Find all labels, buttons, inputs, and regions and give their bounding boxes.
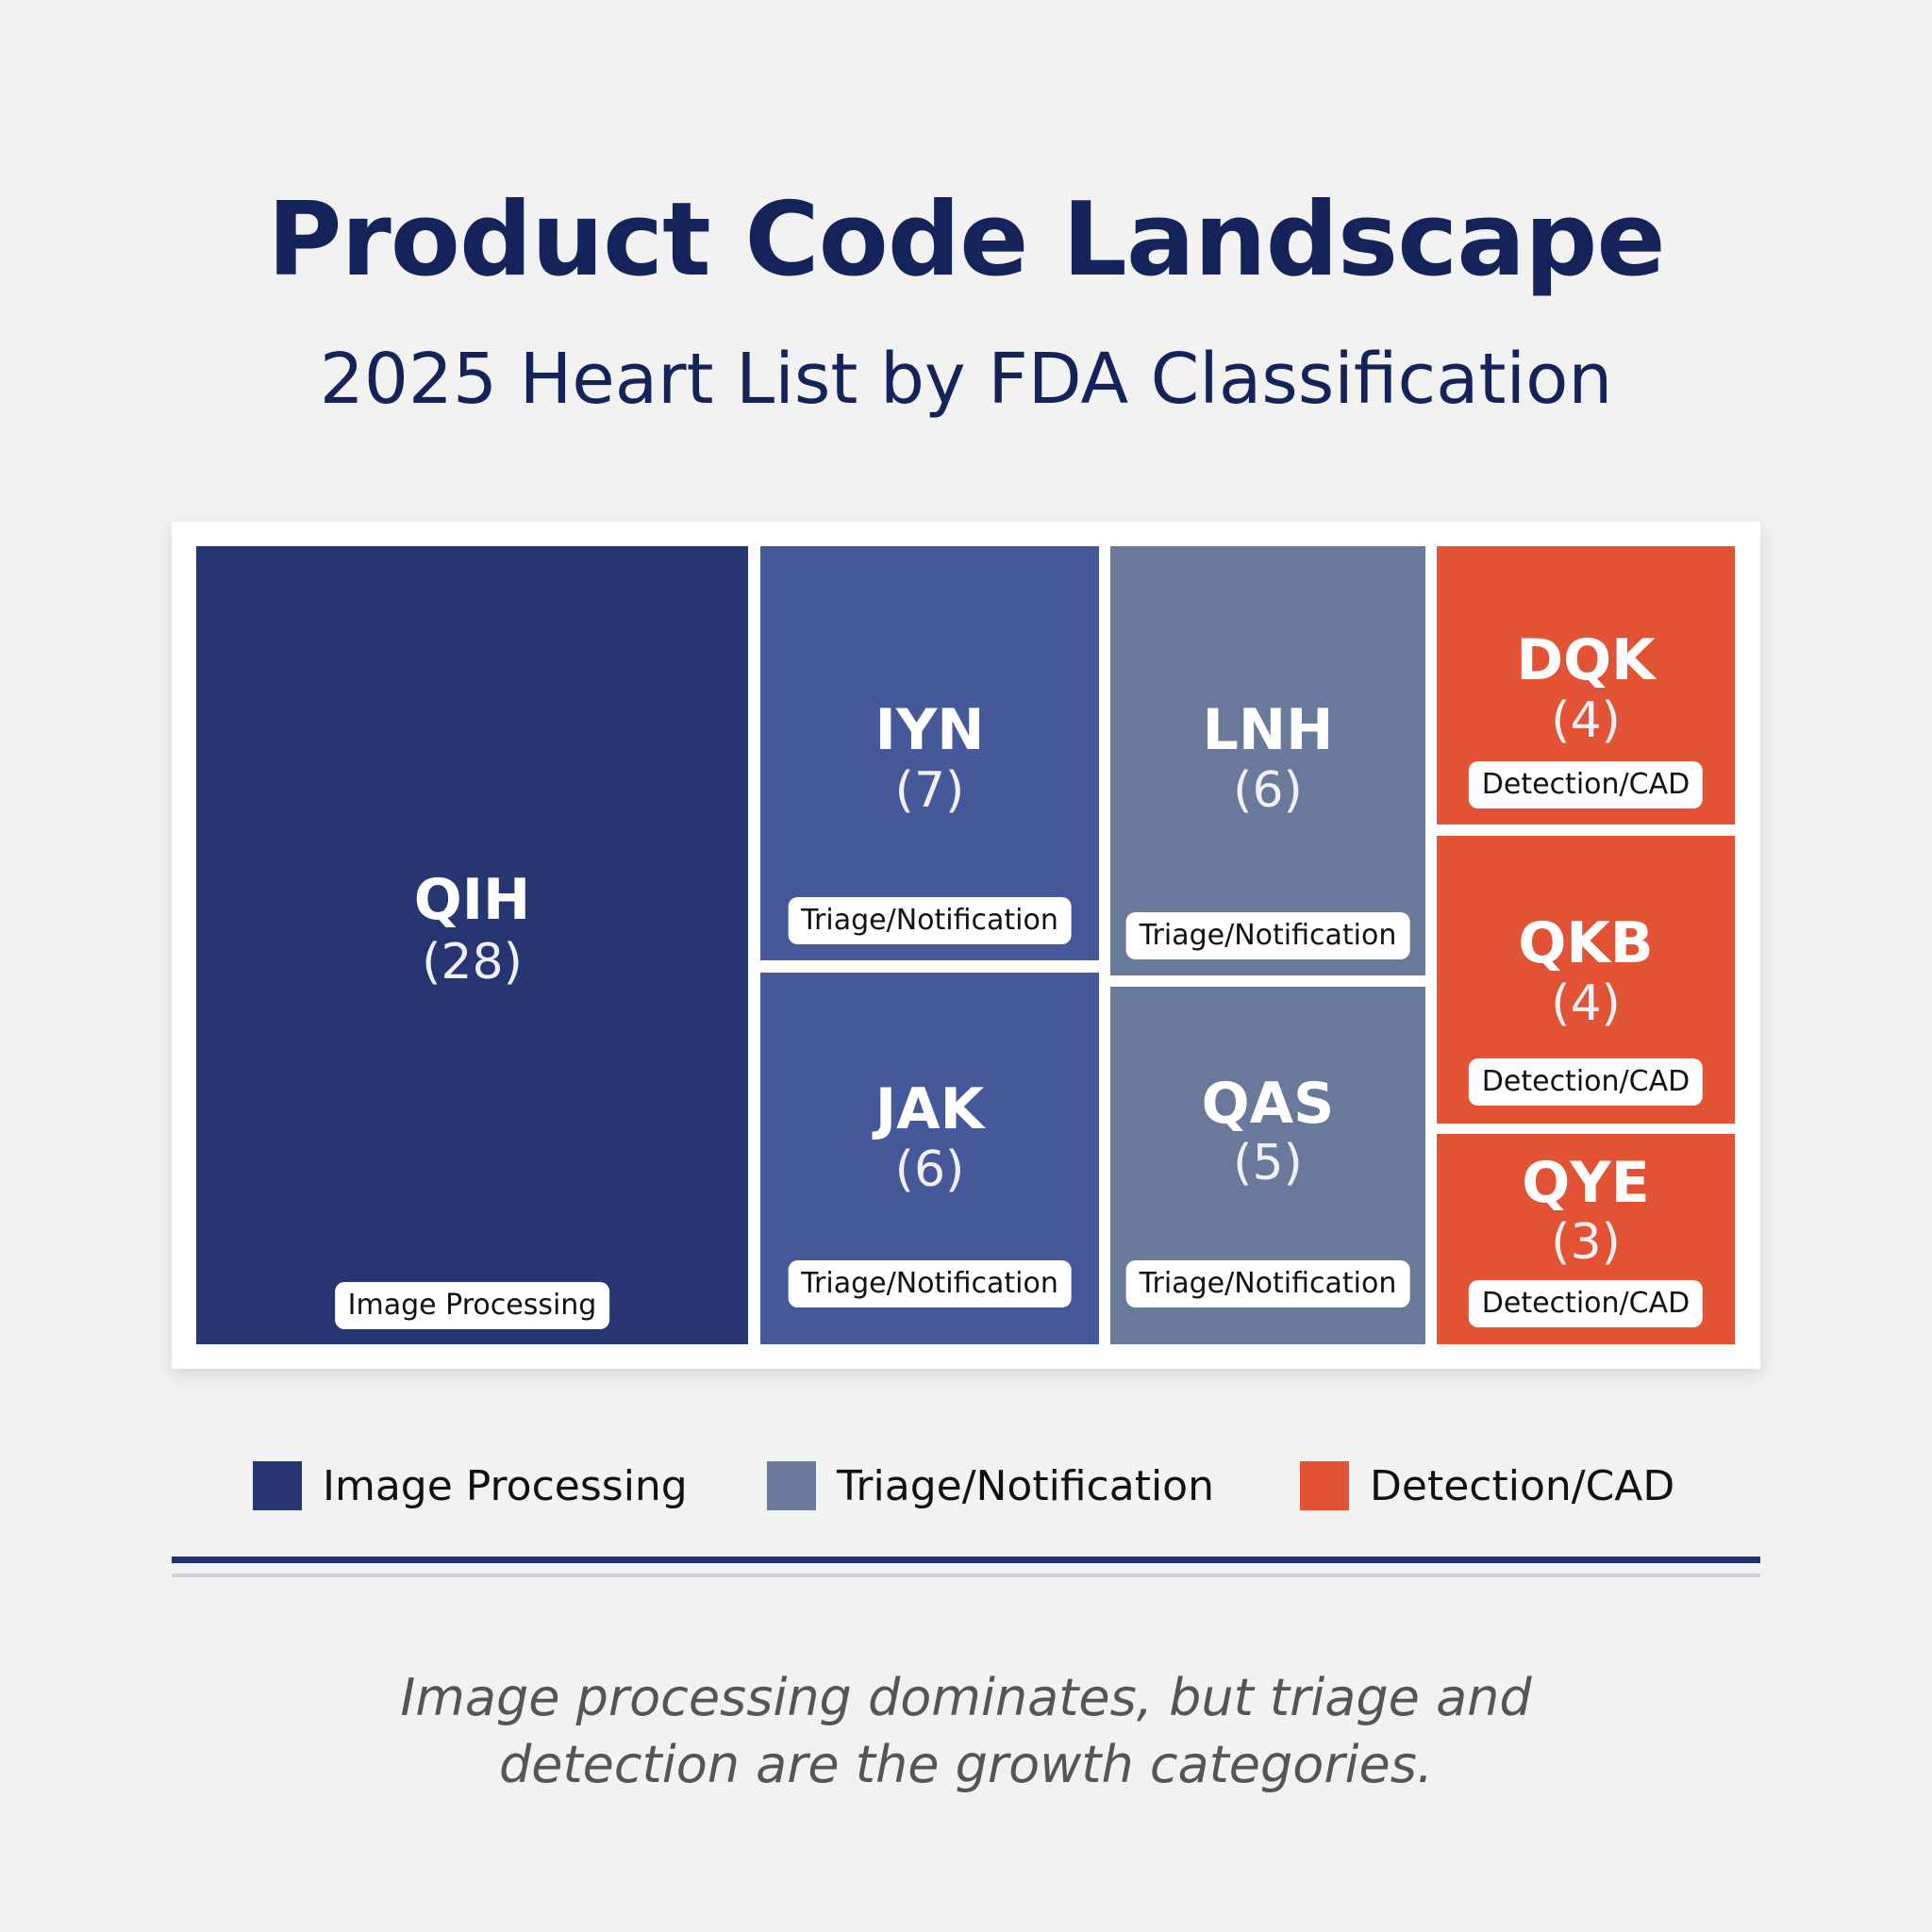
caption-line-1: Image processing dominates, but triage a… [400,1668,1532,1727]
tile-category-badge: Detection/CAD [1468,1058,1704,1106]
tile-count-label: (6) [1233,762,1303,819]
chart-subtitle: 2025 Heart List by FDA Classification [319,339,1613,420]
tile-code-label: JAK [874,1076,985,1142]
tile-code-label: QIH [413,867,531,933]
chart-title: Product Code Landscape [267,181,1665,299]
tile-count-label: (6) [894,1141,965,1198]
treemap-tile-qkb: QKB (4) Detection/CAD [1437,836,1735,1124]
legend-swatch-triage-notification [767,1461,816,1510]
treemap-tile-lnh: LNH (6) Triage/Notification [1110,546,1425,975]
treemap-tile-qye: QYE (3) Detection/CAD [1437,1134,1735,1344]
tile-code-label: QKB [1518,910,1654,976]
tile-count-label: (3) [1551,1214,1621,1271]
treemap-tile-jak: JAK (6) Triage/Notification [760,973,1099,1344]
tile-count-label: (4) [1551,975,1621,1032]
tile-code-label: LNH [1202,697,1334,763]
tile-code-label: QAS [1201,1071,1335,1137]
tile-category-badge: Triage/Notification [788,1260,1072,1307]
tile-category-badge: Detection/CAD [1468,1280,1704,1327]
treemap-tile-iyn: IYN (7) Triage/Notification [760,546,1099,960]
treemap-tile-qih: QIH (28) Image Processing [196,546,748,1344]
tile-count-label: (5) [1233,1135,1303,1191]
treemap-tile-dqk: DQK (4) Detection/CAD [1437,546,1735,824]
tile-code-label: DQK [1516,627,1656,693]
tile-category-badge: Triage/Notification [788,897,1072,944]
tile-count-label: (7) [894,762,965,819]
tile-code-label: QYE [1522,1150,1650,1216]
tile-count-label: (28) [422,934,523,991]
legend-swatch-detection-cad [1300,1461,1349,1510]
tile-category-badge: Image Processing [334,1282,610,1329]
treemap-container: QIH (28) Image Processing IYN (7) Triage/Noti… [172,522,1760,1369]
treemap-tile-qas: QAS (5) Triage/Notification [1110,987,1425,1344]
legend: Image Processing Triage/Notification Det… [0,1461,1932,1512]
divider-primary [172,1557,1760,1563]
tile-code-label: IYN [874,697,985,763]
tile-count-label: (4) [1551,692,1621,749]
caption-line-2: detection are the growth categories. [498,1735,1434,1794]
tile-category-badge: Triage/Notification [1125,1260,1410,1307]
legend-label: Image Processing [323,1462,688,1510]
legend-swatch-image-processing [253,1461,302,1510]
tile-category-badge: Triage/Notification [1125,912,1410,959]
legend-label: Triage/Notification [837,1462,1214,1510]
divider-secondary [172,1574,1760,1577]
legend-label: Detection/CAD [1370,1462,1675,1510]
tile-category-badge: Detection/CAD [1468,761,1704,808]
